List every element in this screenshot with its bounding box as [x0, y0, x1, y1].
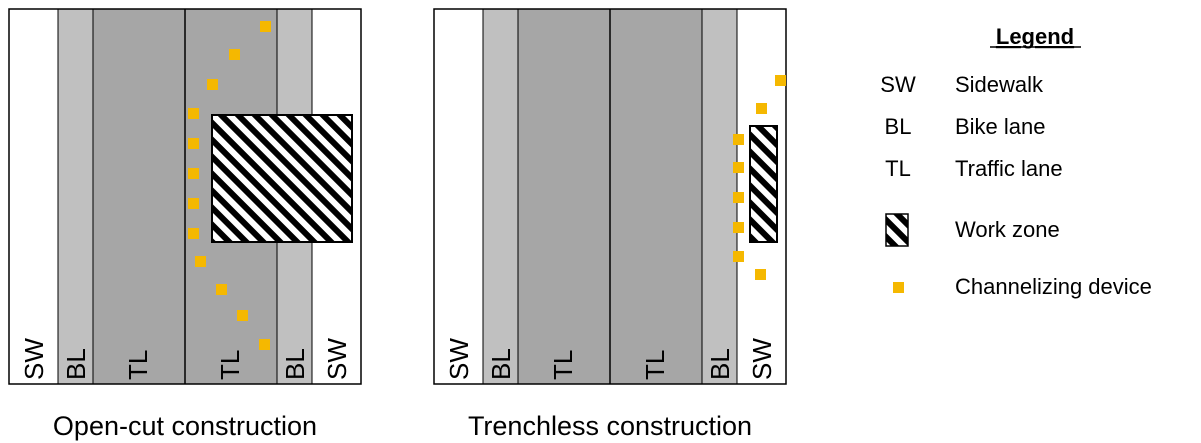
lane-label: SW [747, 338, 777, 380]
lane-label: BL [61, 348, 91, 380]
channelizing-device [733, 134, 744, 145]
legend: Legend SW Sidewalk BL Bike lane TL Traff… [880, 24, 1152, 299]
legend-label: Bike lane [955, 114, 1046, 139]
legend-symbol-bl: BL [885, 114, 912, 139]
diagram-caption: Trenchless construction [468, 411, 752, 441]
lane-label: SW [444, 338, 474, 380]
hatch-icon [885, 213, 909, 247]
lane-sidewalk-left [434, 9, 483, 384]
channelizing-device [188, 138, 199, 149]
lane-sidewalk-left [9, 9, 58, 384]
channelizing-device [237, 310, 248, 321]
channelizing-device [216, 284, 227, 295]
legend-label: Work zone [955, 217, 1060, 242]
channelizing-device [755, 269, 766, 280]
lane-label: TL [215, 350, 245, 380]
channelizing-device [733, 162, 744, 173]
legend-title: Legend [996, 24, 1074, 49]
channelizing-device [259, 339, 270, 350]
legend-label: Traffic lane [955, 156, 1063, 181]
legend-symbol-sw: SW [880, 72, 916, 97]
lane-bike-left [483, 9, 518, 384]
channelizing-device [229, 49, 240, 60]
lane-label: BL [486, 348, 516, 380]
lane-label: SW [322, 338, 352, 380]
lane-label: TL [640, 350, 670, 380]
channelizing-device [188, 228, 199, 239]
square-icon [893, 282, 904, 293]
legend-label: Sidewalk [955, 72, 1044, 97]
lane-bike-left [58, 9, 93, 384]
channelizing-devices [188, 21, 271, 350]
lane-bike-right [702, 9, 737, 384]
lane-label: TL [548, 350, 578, 380]
lane-labels: SW BL TL TL BL SW [19, 338, 352, 380]
work-zone [211, 114, 353, 243]
channelizing-device [733, 251, 744, 262]
legend-symbol-tl: TL [885, 156, 911, 181]
trenchless-diagram: SW BL TL TL BL SW Trenchless constructio… [433, 8, 787, 441]
lane-label: TL [123, 350, 153, 380]
channelizing-device [195, 256, 206, 267]
lane-traffic-1 [93, 9, 185, 384]
channelizing-device [733, 192, 744, 203]
channelizing-device [188, 168, 199, 179]
legend-label: Channelizing device [955, 274, 1152, 299]
lane-traffic-2 [610, 9, 702, 384]
lane-labels: SW BL TL TL BL SW [444, 338, 777, 380]
channelizing-device [188, 198, 199, 209]
channelizing-device [207, 79, 218, 90]
channelizing-device [756, 103, 767, 114]
channelizing-device [775, 75, 786, 86]
lane-traffic-1 [518, 9, 610, 384]
lane-label: BL [280, 348, 310, 380]
channelizing-device [260, 21, 271, 32]
lane-label: SW [19, 338, 49, 380]
lane-label: BL [705, 348, 735, 380]
work-zone [749, 125, 778, 243]
diagram-caption: Open-cut construction [53, 411, 317, 441]
channelizing-device [188, 108, 199, 119]
channelizing-devices [733, 75, 786, 280]
open-cut-diagram: SW BL TL TL BL SW Open-cut construction [8, 8, 362, 441]
channelizing-device [733, 222, 744, 233]
